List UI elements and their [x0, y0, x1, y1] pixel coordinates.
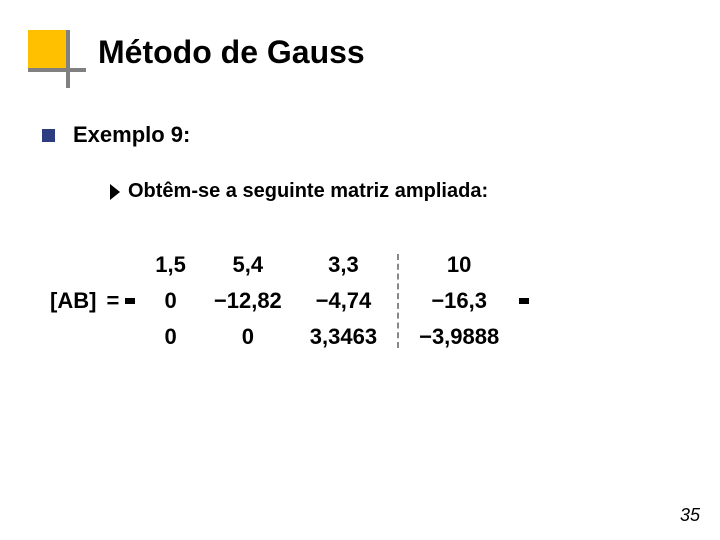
aug-separator — [397, 254, 399, 348]
matrix-cell: 5,4 — [214, 252, 282, 278]
page-number: 35 — [680, 505, 700, 526]
sub-bullet-text: Obtêm-se a seguinte matriz ampliada: — [128, 180, 488, 203]
bullet-text: Exemplo 9: — [73, 122, 190, 148]
bullet-line: Exemplo 9: — [42, 122, 190, 148]
title-decoration — [28, 30, 86, 88]
matrix-cell: 3,3 — [310, 252, 377, 278]
matrix-cell: 3,3463 — [310, 324, 377, 350]
matrix-cell: 1,5 — [155, 252, 186, 278]
arrow-bullet-icon — [110, 184, 120, 200]
matrix-cell: 0 — [155, 324, 186, 350]
matrix-cell: 0 — [155, 288, 186, 314]
sub-bullet-line: Obtêm-se a seguinte matriz ampliada: — [110, 180, 488, 203]
matrix-aug-cell: −3,9888 — [419, 324, 499, 350]
square-bullet-icon — [42, 129, 55, 142]
matrix-main: 1,5 5,4 3,3 0 −12,82 −4,74 0 0 3,3463 — [139, 252, 393, 350]
matrix-cell: −4,74 — [310, 288, 377, 314]
matrix-aug-cell: −16,3 — [419, 288, 499, 314]
matrix-aug-cell: 10 — [419, 252, 499, 278]
matrix-lhs: [AB] — [50, 288, 96, 314]
equals-sign: = — [106, 288, 119, 314]
matrix-body: 1,5 5,4 3,3 0 −12,82 −4,74 0 0 3,3463 10… — [135, 246, 519, 356]
matrix-augmented: 10 −16,3 −3,9888 — [403, 252, 515, 350]
matrix-equation: [AB] = 1,5 5,4 3,3 0 −12,82 −4,74 0 0 3,… — [50, 246, 529, 356]
matrix-cell: 0 — [214, 324, 282, 350]
page-title: Método de Gauss — [98, 34, 365, 71]
matrix-cell: −12,82 — [214, 288, 282, 314]
